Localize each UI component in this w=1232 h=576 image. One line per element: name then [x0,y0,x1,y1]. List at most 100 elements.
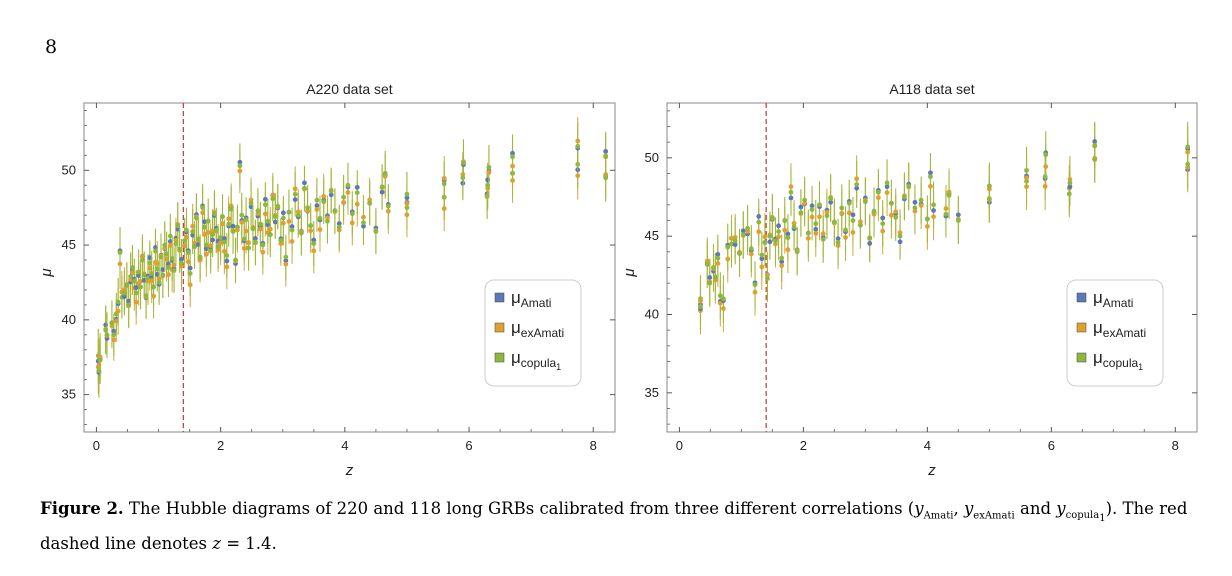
point-examati [241,245,247,251]
point-copula [278,238,284,243]
point-amati [283,258,289,264]
point-amati [867,240,873,246]
point-amati [767,239,773,245]
point-examati [173,237,179,243]
point-copula [698,304,703,310]
point-copula [143,293,149,299]
point-amati [167,239,173,244]
point-copula [117,250,123,255]
point-examati [239,219,245,225]
point-copula [379,184,385,190]
point-examati [224,264,230,270]
legend-item-copula-swatch [494,352,505,363]
point-examati [858,219,863,225]
point-copula [228,206,234,212]
point-copula [167,233,173,239]
point-copula [138,284,143,290]
point-copula [195,236,201,242]
point-amati [788,195,794,201]
point-copula [265,218,271,224]
point-copula [785,235,791,241]
point-copula [328,188,334,194]
point-copula [767,233,773,239]
point-examati [460,172,466,177]
point-amati [202,219,207,225]
point-examati [260,249,266,255]
legend-subscript: exAmati [521,326,564,340]
point-copula [221,239,227,245]
point-examati [704,258,710,264]
x-tick-label: 8 [1172,438,1179,453]
point-copula [325,218,330,224]
point-examati [190,223,196,229]
point-copula [109,320,115,326]
y-tick-label: 35 [645,385,659,400]
point-examati [221,248,227,254]
point-examati [575,138,581,144]
point-copula [104,332,110,338]
point-examati [203,251,209,257]
point-examati [200,210,206,216]
point-examati [893,209,899,215]
point-copula [603,154,609,160]
y-tick-label: 50 [645,150,659,165]
y-tick-label: 50 [62,162,76,177]
point-amati [179,257,184,262]
point-copula [289,227,295,233]
point-amati [328,192,334,198]
point-copula [203,242,209,248]
point-copula [185,250,191,255]
point-examati [341,199,346,205]
point-amati [292,197,298,203]
point-amati [230,223,236,229]
point-amati [272,219,278,225]
point-copula [875,189,881,195]
point-copula [153,248,158,254]
point-copula [298,230,304,236]
point-copula [121,290,127,296]
legend-item-examati-swatch [1076,322,1087,333]
point-amati [510,150,515,156]
point-amati [850,212,856,218]
point-amati [955,212,961,218]
point-copula [317,215,323,221]
caption-text-3: = 1.4. [220,534,277,554]
point-copula [184,227,189,233]
legend-item-copula-label: μcopula1 [1093,348,1143,372]
caption-z: z [212,534,221,554]
caption-text-1: The Hubble diagrams of 220 and 118 long … [123,499,915,518]
point-copula [111,332,117,338]
point-examati [765,272,770,278]
point-copula [1042,174,1048,180]
point-copula [776,229,781,234]
point-copula [126,302,132,308]
point-examati [192,240,197,246]
point-copula [486,164,492,170]
point-examati [1042,183,1048,189]
point-examati [924,224,930,229]
legend-item-examati-label: μexAmati [511,318,564,340]
point-examati [785,247,791,253]
point-copula [275,203,281,209]
point-examati [850,230,856,235]
point-copula [765,276,770,281]
point-copula [759,252,765,258]
point-copula [164,251,170,257]
legend-item-copula-label: μcopula1 [511,348,561,372]
legend-item-examati-swatch [494,322,505,333]
point-examati [248,197,254,203]
point-examati [918,203,924,208]
point-copula [839,205,845,211]
point-copula [145,275,151,281]
legend-item-amati-label: μAmati [1093,288,1133,310]
point-copula [215,244,221,249]
point-amati [149,274,155,280]
point-examati [289,239,295,244]
legend-item-amati-label: μAmati [511,288,551,310]
x-axis-label: z [345,462,354,479]
point-copula [717,293,723,299]
point-copula [824,213,830,219]
point-copula [262,202,268,208]
point-copula [292,191,298,197]
